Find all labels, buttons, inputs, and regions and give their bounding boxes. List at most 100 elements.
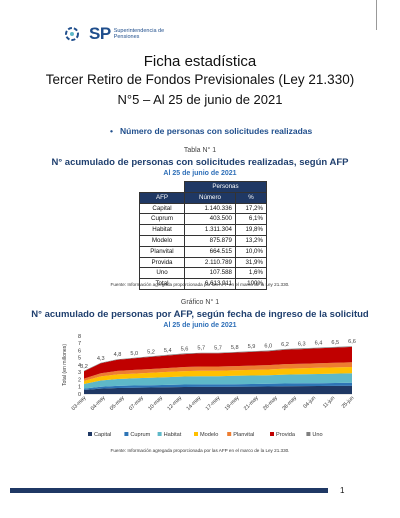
afp-table: Personas AFP Número % Capital 1.140.336 17… xyxy=(139,181,267,290)
x-tick-label: 05-may xyxy=(109,395,126,412)
x-tick-label: 21-may xyxy=(243,395,260,412)
legend-label-capital: Capital xyxy=(94,432,111,438)
table-cell-pct: 19,8% xyxy=(235,224,267,236)
table-col-number: Número xyxy=(184,191,236,204)
x-tick-label: 25-jun xyxy=(341,395,356,410)
logo-line-1: Superintendencia de xyxy=(113,28,165,34)
legend-swatch-capital xyxy=(88,432,92,436)
total-data-label: 5,2 xyxy=(147,349,155,355)
section-heading-text: Número de personas con solicitudes reali… xyxy=(119,126,313,136)
y-tick-label: 4 xyxy=(78,363,81,369)
x-tick-label: 14-may xyxy=(186,395,203,412)
x-tick-label: 17-may xyxy=(205,395,222,412)
page-subtitle: Tercer Retiro de Fondos Previsionales (L… xyxy=(45,72,355,87)
logo-line-2: Pensiones xyxy=(113,34,140,40)
legend-label-cuprum: Cuprum xyxy=(130,432,150,438)
header-rule xyxy=(376,0,377,30)
legend-label-uno: Uno xyxy=(312,432,322,438)
legend-swatch-modelo xyxy=(194,432,198,436)
table-date: Al 25 de junio de 2021 xyxy=(163,170,237,177)
table-row: Cuprum 403.500 6,1% xyxy=(139,213,267,226)
legend-label-modelo: Modelo xyxy=(200,432,218,438)
y-tick-label: 3 xyxy=(78,370,81,376)
table-row: Modelo 875.879 13,2% xyxy=(139,234,267,247)
bullet-icon: • xyxy=(110,126,113,136)
table-corner xyxy=(140,182,185,193)
area-series-capital xyxy=(84,385,352,394)
table-cell-number: 664.515 xyxy=(184,245,236,258)
chart-source: Fuente: Información agregada proporciona… xyxy=(110,448,290,453)
table-row: Capital 1.140.336 17,2% xyxy=(139,202,267,215)
table-caption: Tabla N° 1 xyxy=(183,147,217,154)
table-row: Provida 2.110.789 31,9% xyxy=(139,256,267,269)
table-cell-number: 107.588 xyxy=(184,267,236,280)
table-col-afp: AFP xyxy=(139,191,185,204)
legend-swatch-habitat xyxy=(157,432,162,436)
table-cell-pct: 1,6% xyxy=(235,267,267,280)
table-cell-afp: Planvital xyxy=(139,245,185,258)
table-cell-afp: Provida xyxy=(139,256,185,269)
sp-logo: SP Superintendencia de Pensiones xyxy=(64,24,164,44)
area-series-provida xyxy=(84,346,352,379)
page-number: 1 xyxy=(340,486,345,495)
total-data-label: 6,2 xyxy=(281,342,289,348)
area-series-cuprum xyxy=(84,382,352,390)
table-cell-pct: 10,0% xyxy=(235,245,267,258)
chart-caption: Gráfico N° 1 xyxy=(180,299,220,306)
legend-swatch-planvital xyxy=(227,432,232,436)
table-cell-afp: Modelo xyxy=(139,234,185,247)
chart-subtitle: Al 25 de junio de 2021 xyxy=(163,322,237,329)
logo-text: Superintendencia de Pensiones xyxy=(114,28,164,40)
table-cell-afp: Uno xyxy=(139,267,185,280)
total-data-label: 6,4 xyxy=(315,341,323,347)
table-row: Planvital 664.515 10,0% xyxy=(139,245,267,258)
x-tick-label: 10-may xyxy=(147,395,164,412)
table-cell-pct: 17,2% xyxy=(235,202,267,215)
table-cell-number: 403.500 xyxy=(184,213,236,226)
table-cell-pct: 13,2% xyxy=(235,234,267,247)
total-data-label: 5,4 xyxy=(164,348,172,354)
logo-mark: SP xyxy=(89,24,111,43)
section-heading: • Número de personas con solicitudes real… xyxy=(110,126,312,136)
legend-swatch-provida xyxy=(270,432,274,436)
y-tick-label: 6 xyxy=(78,348,81,354)
area-series-habitat xyxy=(84,373,352,389)
x-tick-label: 04-jun xyxy=(302,395,317,410)
total-data-label: 3,2 xyxy=(80,364,88,370)
logo-emblem-icon xyxy=(65,27,79,41)
x-tick-label: 28-may xyxy=(281,395,298,412)
legend-label-provida: Provida xyxy=(276,432,296,438)
x-tick-label: 19-may xyxy=(224,395,241,412)
y-tick-label: 0 xyxy=(78,392,81,398)
x-tick-label: 26-may xyxy=(262,395,279,412)
table-group-header: Personas xyxy=(184,181,267,193)
table-col-pct: % xyxy=(235,191,267,204)
total-data-label: 6,0 xyxy=(264,344,272,350)
y-tick-label: 2 xyxy=(78,377,81,383)
issue-date: N°5 – Al 25 de junio de 2021 xyxy=(117,92,283,107)
footer-bar xyxy=(10,488,328,493)
table-title: N° acumulado de personas con solicitudes… xyxy=(51,157,349,168)
legend-swatch-uno xyxy=(306,432,311,436)
total-data-label: 5,7 xyxy=(214,346,222,352)
x-tick-label: 04-may xyxy=(90,395,107,412)
table-cell-afp: Habitat xyxy=(139,224,185,236)
total-data-label: 6,6 xyxy=(348,339,356,345)
legend-label-planvital: Planvital xyxy=(233,432,254,438)
legend-label-habitat: Habitat xyxy=(164,432,182,438)
x-tick-label: 07-may xyxy=(128,395,145,412)
total-data-label: 5,8 xyxy=(231,345,239,351)
area-series-modelo xyxy=(84,367,352,384)
total-data-label: 5,9 xyxy=(248,344,256,350)
y-tick-label: 5 xyxy=(78,356,81,362)
chart-title: N° acumulado de personas por AFP, según … xyxy=(31,309,369,320)
total-data-label: 4,3 xyxy=(97,356,105,362)
total-data-label: 4,8 xyxy=(114,352,122,358)
table-cell-afp: Cuprum xyxy=(139,213,185,226)
y-tick-label: 1 xyxy=(78,385,81,391)
total-data-label: 5,6 xyxy=(181,346,189,352)
area-series-planvital xyxy=(84,362,352,381)
x-tick-label: 12-may xyxy=(166,395,183,412)
table-source: Fuente: Información agregada proporciona… xyxy=(110,282,290,287)
y-tick-label: 7 xyxy=(78,341,81,347)
